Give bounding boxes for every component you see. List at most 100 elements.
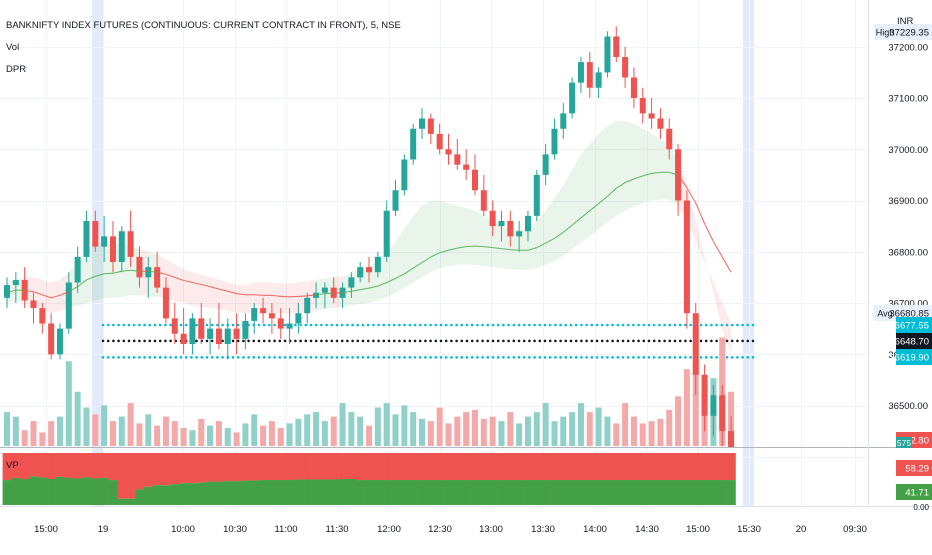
upper-level-label-value: 36677.55 — [889, 321, 929, 332]
level-dot — [122, 356, 126, 359]
avg-line-segment — [271, 294, 281, 297]
avg-line-segment — [721, 256, 732, 273]
level-dot — [382, 356, 386, 359]
level-dot — [294, 339, 297, 343]
level-dot — [372, 323, 375, 327]
avg-line-segment — [236, 293, 246, 296]
avg-line-segment — [165, 273, 175, 278]
vp-sell-bar — [708, 453, 719, 481]
vp-sell-bar — [514, 453, 524, 481]
dpr-band-segment — [589, 133, 599, 237]
price-tick-label: 37100.00 — [888, 94, 928, 105]
candle-body — [268, 313, 275, 319]
candle-body — [260, 308, 267, 314]
dpr-band-segment — [174, 264, 184, 303]
volume-bar — [401, 405, 408, 446]
avg-line-segment — [112, 270, 122, 274]
vol-indicator-label[interactable]: Vol — [6, 42, 20, 53]
dpr-band-segment — [86, 244, 96, 303]
volume-bar — [74, 391, 81, 446]
dpr-indicator-label[interactable]: DPR — [6, 64, 27, 75]
vp-buy-bar — [152, 485, 162, 505]
level-dot — [658, 356, 661, 359]
level-dot — [325, 356, 328, 359]
level-dot — [216, 356, 219, 359]
level-dot — [559, 356, 562, 359]
dpr-band-segment — [527, 221, 537, 270]
level-dot — [606, 339, 609, 343]
volume-bar — [436, 407, 443, 446]
volume-label-bg — [896, 437, 912, 448]
level-dot — [678, 339, 682, 343]
vp-buy-bar — [426, 480, 436, 505]
avg-line-segment — [121, 269, 131, 272]
avg-line-segment — [156, 271, 167, 275]
vp-buy-bar — [479, 480, 489, 505]
dpr-band-segment — [580, 144, 590, 243]
candle-body — [489, 210, 496, 227]
level-dot — [736, 323, 739, 327]
vp-buy-bar — [293, 479, 304, 505]
vp-sell-bar — [170, 453, 180, 485]
level-dot — [476, 323, 479, 327]
level-dot — [491, 323, 495, 327]
volume-bar — [189, 430, 196, 446]
level-dot — [637, 339, 640, 343]
level-dot — [325, 323, 328, 327]
vp-buy-bar — [444, 480, 454, 505]
vp-indicator-label[interactable]: VP — [6, 460, 19, 471]
avg-line-segment — [466, 245, 476, 248]
vp-buy-bar — [249, 480, 259, 505]
level-dot — [626, 323, 630, 327]
vp-sell-bar — [37, 453, 48, 478]
avg-line-segment — [580, 210, 591, 219]
level-dot — [117, 356, 120, 359]
level-dot — [283, 323, 287, 327]
level-dot — [580, 356, 583, 359]
candle-body — [648, 113, 655, 119]
candle-body — [551, 128, 558, 155]
level-dot — [434, 356, 438, 359]
volume-label-value: 575 — [897, 438, 911, 448]
vp-sell-bar — [126, 453, 136, 499]
avg-line-segment — [42, 294, 52, 299]
level-dot — [746, 356, 750, 359]
vp-buy-bar — [99, 477, 109, 505]
candle-body — [533, 174, 540, 216]
level-dot — [710, 356, 713, 359]
volume-bar — [21, 430, 28, 446]
candle-body — [4, 285, 10, 298]
avg-line-segment — [439, 249, 449, 254]
vp-sell-bar — [11, 453, 21, 478]
level-dot — [221, 323, 224, 327]
level-dot — [580, 339, 583, 343]
volume-bar — [286, 423, 293, 446]
level-dot — [309, 323, 313, 327]
symbol-title[interactable]: BANKNIFTY INDEX FUTURES (CONTINUOUS: CUR… — [6, 20, 401, 31]
level-dot — [543, 339, 547, 343]
level-dot — [106, 339, 110, 343]
vp-sell-bar — [700, 453, 710, 481]
vp-sell-bar — [541, 453, 551, 481]
volume-bar — [162, 416, 169, 446]
vp-buy-bar — [523, 480, 533, 505]
level-dot — [652, 356, 656, 359]
level-dot — [283, 339, 287, 343]
vp-sell-bar — [232, 453, 242, 482]
dpr-band-segment — [430, 200, 440, 273]
level-dot — [122, 323, 126, 327]
volume-bar — [127, 403, 134, 446]
vp-sell-bar — [664, 453, 674, 481]
level-dot — [574, 339, 578, 343]
volume-bar — [101, 405, 108, 446]
vp-sell-bar — [452, 453, 463, 481]
dpr-band-segment — [218, 279, 228, 311]
level-dot — [439, 323, 443, 327]
level-dot — [606, 323, 609, 327]
level-dot — [450, 339, 453, 343]
vp-sell-bar — [408, 453, 418, 481]
vp-sell-bar — [585, 453, 595, 481]
level-dot — [278, 356, 282, 359]
volume-bar — [383, 403, 390, 446]
